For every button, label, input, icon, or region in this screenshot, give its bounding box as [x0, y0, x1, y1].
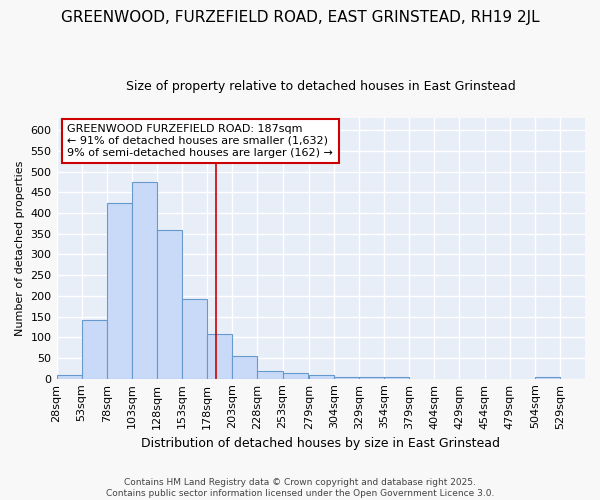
Bar [309, 374, 334, 378]
X-axis label: Distribution of detached houses by size in East Grinstead: Distribution of detached houses by size … [141, 437, 500, 450]
Bar [107, 202, 132, 378]
Bar [257, 371, 283, 378]
Text: Contains HM Land Registry data © Crown copyright and database right 2025.
Contai: Contains HM Land Registry data © Crown c… [106, 478, 494, 498]
Title: Size of property relative to detached houses in East Grinstead: Size of property relative to detached ho… [126, 80, 515, 93]
Y-axis label: Number of detached properties: Number of detached properties [15, 160, 25, 336]
Bar [334, 376, 359, 378]
Bar [207, 334, 232, 378]
Bar [82, 320, 107, 378]
Bar [157, 230, 182, 378]
Text: GREENWOOD FURZEFIELD ROAD: 187sqm
← 91% of detached houses are smaller (1,632)
9: GREENWOOD FURZEFIELD ROAD: 187sqm ← 91% … [67, 124, 333, 158]
Bar [56, 374, 82, 378]
Bar [232, 356, 257, 378]
Text: GREENWOOD, FURZEFIELD ROAD, EAST GRINSTEAD, RH19 2JL: GREENWOOD, FURZEFIELD ROAD, EAST GRINSTE… [61, 10, 539, 25]
Bar [283, 374, 308, 378]
Bar [182, 299, 207, 378]
Bar [535, 376, 560, 378]
Bar [132, 182, 157, 378]
